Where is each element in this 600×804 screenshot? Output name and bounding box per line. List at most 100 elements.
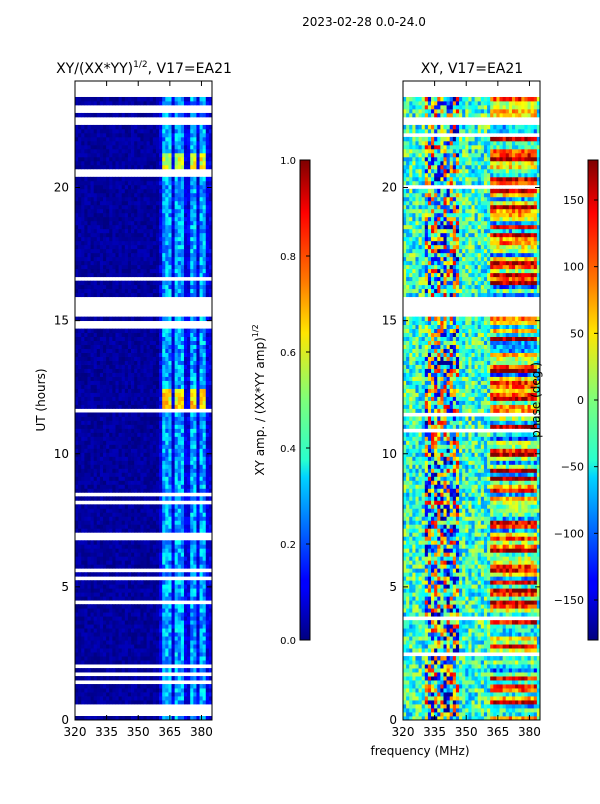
amplitude-cell — [171, 516, 176, 521]
amplitude-cell — [115, 336, 119, 341]
amplitude-cell — [168, 660, 172, 665]
amplitude-cell — [180, 584, 185, 589]
amplitude-cell — [202, 660, 207, 665]
amplitude-cell — [193, 340, 197, 345]
amplitude-cell — [146, 480, 151, 485]
amplitude-cell — [93, 428, 98, 433]
amplitude-cell — [106, 656, 110, 661]
amplitude-cell — [149, 604, 154, 609]
amplitude-cell — [174, 384, 179, 389]
amplitude-cell — [84, 572, 88, 577]
amplitude-cell — [115, 280, 119, 286]
amplitude-cell — [109, 608, 113, 613]
amplitude-cell — [75, 248, 79, 254]
amplitude-cell — [109, 684, 113, 689]
amplitude-cell — [202, 504, 207, 509]
amplitude-cell — [149, 584, 154, 589]
amplitude-cell — [199, 464, 204, 469]
amplitude-cell — [96, 544, 101, 549]
amplitude-cell — [118, 524, 123, 529]
amplitude-cell — [187, 436, 191, 441]
amplitude-cell — [93, 484, 98, 489]
amplitude-cell — [165, 468, 169, 473]
amplitude-cell — [115, 460, 119, 465]
amplitude-cell — [155, 212, 160, 218]
amplitude-cell — [143, 616, 148, 621]
amplitude-cell — [90, 192, 95, 198]
amplitude-cell — [106, 416, 110, 421]
amplitude-cell — [187, 676, 191, 681]
amplitude-cell — [134, 388, 138, 393]
amplitude-cell — [90, 352, 95, 357]
amplitude-cell — [99, 632, 104, 637]
amplitude-cell — [202, 700, 207, 705]
amplitude-cell — [208, 648, 213, 653]
amplitude-cell — [131, 336, 135, 341]
amplitude-cell — [90, 564, 95, 569]
amplitude-cell — [162, 364, 166, 369]
amplitude-cell — [96, 284, 101, 290]
amplitude-cell — [177, 452, 182, 457]
amplitude-cell — [165, 332, 169, 337]
amplitude-cell — [165, 528, 169, 533]
amplitude-cell — [131, 252, 135, 258]
amplitude-cell — [208, 212, 213, 218]
amplitude-cell — [140, 432, 144, 437]
amplitude-cell — [196, 328, 200, 333]
amplitude-cell — [106, 612, 110, 617]
amplitude-cell — [152, 252, 157, 258]
amplitude-cell — [87, 436, 91, 441]
amplitude-cell — [84, 372, 88, 377]
amplitude-cell — [137, 564, 141, 569]
amplitude-cell — [159, 272, 163, 278]
amplitude-cell — [190, 364, 194, 369]
amplitude-cell — [143, 268, 148, 274]
amplitude-cell — [127, 476, 132, 481]
amplitude-cell — [84, 472, 88, 477]
amplitude-cell — [75, 520, 79, 525]
amplitude-cell — [165, 412, 169, 417]
amplitude-cell — [90, 572, 95, 577]
amplitude-cell — [174, 228, 179, 234]
amplitude-cell — [202, 368, 207, 373]
amplitude-cell — [118, 472, 123, 477]
amplitude-cell — [103, 700, 107, 705]
amplitude-cell — [196, 660, 200, 665]
amplitude-cell — [187, 232, 191, 238]
amplitude-cell — [127, 432, 132, 437]
amplitude-cell — [159, 220, 163, 226]
amplitude-cell — [143, 520, 148, 525]
amplitude-cell — [109, 264, 113, 270]
amplitude-cell — [96, 208, 101, 214]
amplitude-cell — [174, 464, 179, 469]
amplitude-cell — [78, 580, 82, 585]
amplitude-cell — [90, 588, 95, 593]
amplitude-cell — [159, 564, 163, 569]
amplitude-cell — [103, 392, 107, 397]
amplitude-cell — [190, 564, 194, 569]
amplitude-cell — [187, 204, 191, 210]
amplitude-cell — [118, 284, 123, 290]
amplitude-cell — [140, 588, 144, 593]
amplitude-cell — [190, 560, 194, 565]
amplitude-cell — [190, 540, 194, 545]
amplitude-cell — [87, 272, 91, 278]
amplitude-cell — [168, 384, 172, 389]
amplitude-cell — [87, 224, 91, 230]
amplitude-cell — [78, 392, 82, 397]
amplitude-cell — [106, 632, 110, 637]
amplitude-cell — [168, 200, 172, 206]
amplitude-cell — [165, 192, 169, 198]
amplitude-cell — [183, 524, 188, 529]
amplitude-cell — [199, 556, 204, 561]
amplitude-cell — [183, 460, 188, 465]
amplitude-cell — [131, 292, 135, 298]
amplitude-cell — [106, 544, 110, 549]
amplitude-cell — [205, 252, 210, 258]
amplitude-cell — [159, 464, 163, 469]
amplitude-cell — [152, 436, 157, 441]
amplitude-cell — [196, 420, 200, 425]
amplitude-cell — [205, 240, 210, 246]
amplitude-cell — [127, 644, 132, 649]
amplitude-cell — [87, 476, 91, 481]
